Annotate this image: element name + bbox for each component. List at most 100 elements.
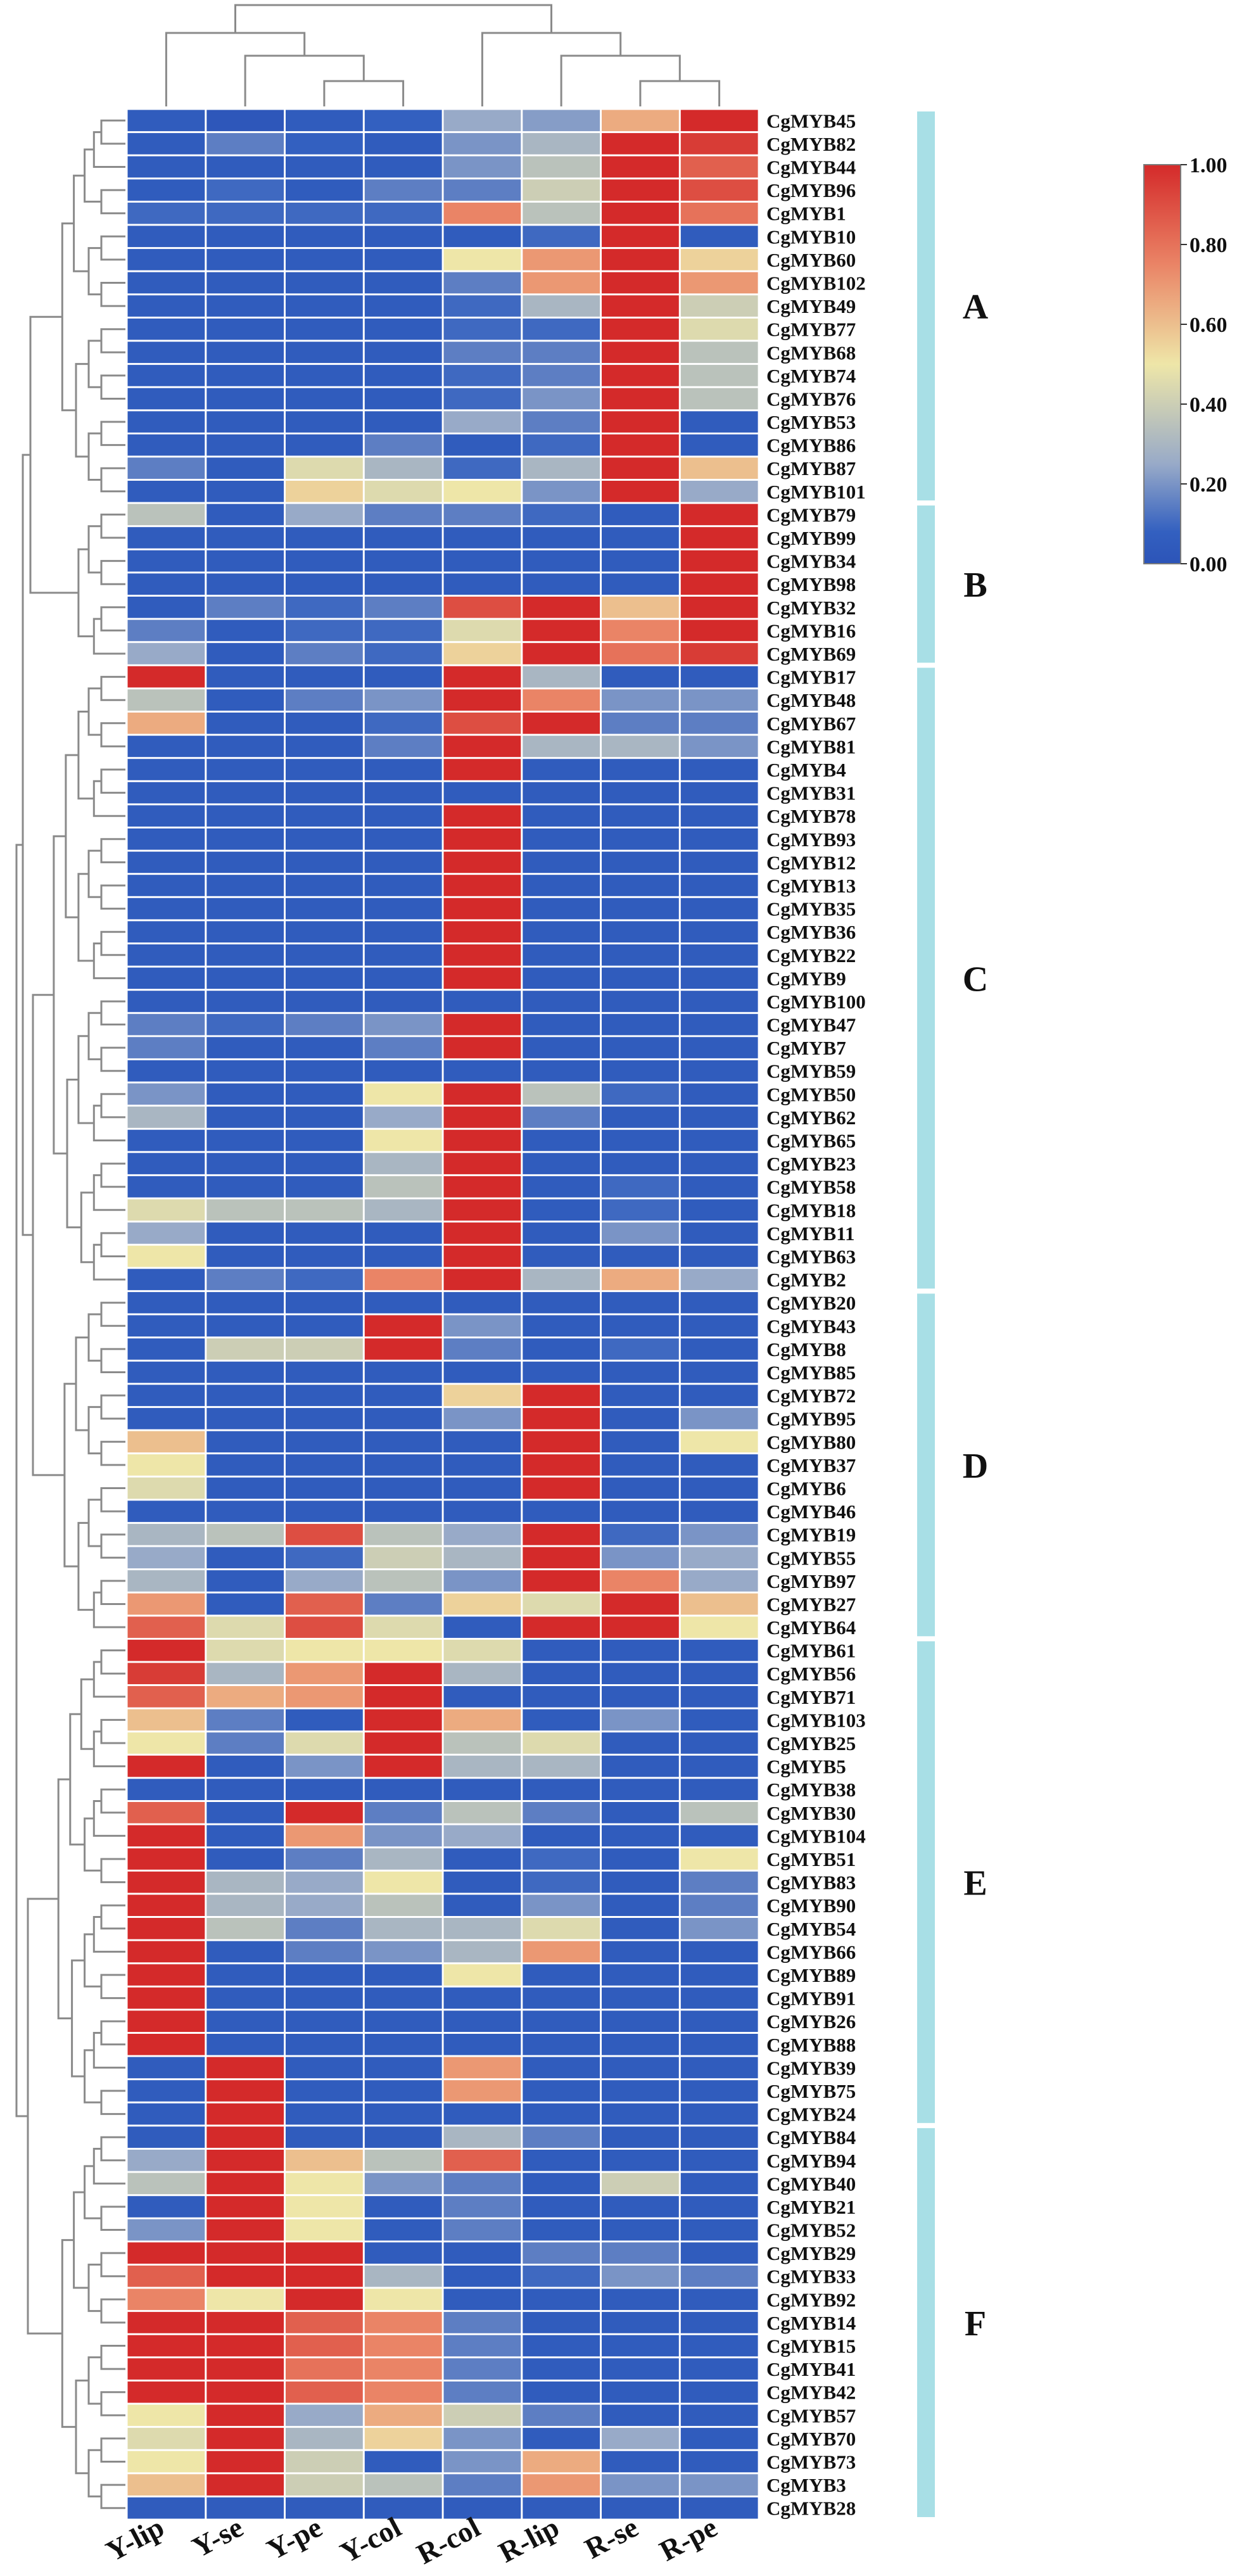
- heatmap-cell: [680, 1639, 758, 1661]
- heatmap-cell: [206, 388, 284, 410]
- heatmap-cell: [602, 643, 679, 664]
- heatmap-cell: [680, 1616, 758, 1638]
- heatmap-cell: [680, 1083, 758, 1105]
- heatmap-cell: [206, 2358, 284, 2380]
- heatmap-cell: [206, 1894, 284, 1916]
- heatmap-cell: [443, 2265, 521, 2287]
- heatmap-cell: [286, 2010, 363, 2032]
- heatmap-cell: [443, 2150, 521, 2171]
- heatmap-cell: [127, 1361, 205, 1383]
- heatmap-cell: [602, 2428, 679, 2449]
- heatmap-cell: [127, 2034, 205, 2055]
- heatmap-cell: [127, 1547, 205, 1569]
- row-dendrogram-link: [87, 849, 101, 898]
- heatmap-cell: [443, 295, 521, 317]
- row-dendrogram-link: [80, 1678, 94, 1750]
- heatmap-cell: [602, 921, 679, 942]
- heatmap-cell: [443, 1222, 521, 1244]
- heatmap-cell: [680, 851, 758, 873]
- row-dendrogram-link: [80, 1191, 94, 1264]
- heatmap-cell: [602, 388, 679, 410]
- heatmap-cell: [206, 225, 284, 248]
- heatmap-cell: [602, 318, 679, 340]
- heatmap-cell: [206, 1269, 284, 1290]
- heatmap-cell: [602, 2196, 679, 2218]
- heatmap-cell: [127, 1338, 205, 1360]
- heatmap-cell: [206, 619, 284, 642]
- heatmap-cell: [206, 504, 284, 526]
- gene-label: CgMYB101: [766, 481, 866, 503]
- heatmap-cell: [680, 898, 758, 920]
- heatmap-cell: [602, 481, 679, 502]
- heatmap-cell: [286, 1686, 363, 1708]
- heatmap-cell: [680, 388, 758, 410]
- gene-label: CgMYB92: [766, 2288, 856, 2311]
- heatmap-cell: [523, 1269, 600, 1290]
- heatmap-cell: [127, 2358, 205, 2380]
- heatmap-cell: [286, 1129, 363, 1152]
- gene-label: CgMYB49: [766, 295, 856, 317]
- heatmap-cell: [443, 249, 521, 270]
- heatmap-cell: [127, 2451, 205, 2473]
- row-dendrogram-link: [92, 1174, 125, 1211]
- heatmap-cell: [443, 1291, 521, 1314]
- heatmap-cell: [206, 643, 284, 664]
- row-dendrogram-link: [100, 1788, 125, 1814]
- heatmap-cell: [127, 1523, 205, 1545]
- heatmap-cell: [364, 2103, 442, 2125]
- row-dendrogram-link: [100, 930, 125, 956]
- gene-label: CgMYB68: [766, 341, 856, 364]
- heatmap-cell: [443, 1918, 521, 1939]
- row-dendrogram-link: [75, 1336, 89, 1431]
- gene-label: CgMYB13: [766, 875, 856, 897]
- heatmap-cell: [443, 1593, 521, 1615]
- heatmap-cell: [602, 1037, 679, 1058]
- heatmap-cell: [286, 1709, 363, 1731]
- cluster-label: A: [963, 288, 989, 327]
- heatmap-cell: [364, 1060, 442, 1082]
- heatmap-cell: [443, 388, 521, 410]
- heatmap-cell: [680, 1593, 758, 1615]
- gene-label: CgMYB16: [766, 619, 856, 642]
- row-dendrogram-link: [100, 282, 125, 307]
- heatmap-cell: [286, 225, 363, 248]
- column-dendrogram-link: [639, 80, 721, 106]
- row-dendrogram-link: [100, 2136, 125, 2162]
- cluster-label: B: [963, 566, 987, 605]
- heatmap-cell: [523, 341, 600, 364]
- heatmap-cell: [206, 759, 284, 780]
- heatmap-cell: [680, 1477, 758, 1499]
- gene-label: CgMYB15: [766, 2335, 856, 2357]
- heatmap-cell: [206, 1663, 284, 1684]
- heatmap-cell: [680, 666, 758, 688]
- heatmap-cell: [286, 828, 363, 850]
- heatmap-cell: [127, 202, 205, 224]
- heatmap-cell: [364, 318, 442, 340]
- gene-label: CgMYB31: [766, 782, 856, 804]
- row-dendrogram-link: [100, 1046, 125, 1072]
- heatmap-cell: [364, 1199, 442, 1221]
- heatmap-cell: [523, 1431, 600, 1453]
- heatmap-cell: [127, 1709, 205, 1731]
- heatmap-cell: [364, 1222, 442, 1244]
- cluster-bar: [917, 2128, 935, 2517]
- heatmap-cell: [602, 713, 679, 734]
- heatmap-cell: [602, 1222, 679, 1244]
- heatmap-cell: [286, 1153, 363, 1174]
- heatmap-cell: [443, 1315, 521, 1337]
- heatmap-cell: [127, 666, 205, 688]
- heatmap-cell: [602, 1407, 679, 1430]
- heatmap-cell: [602, 550, 679, 572]
- heatmap-cell: [364, 1523, 442, 1545]
- heatmap-cell: [127, 1083, 205, 1105]
- heatmap-cell: [127, 1037, 205, 1058]
- heatmap-cell: [286, 619, 363, 642]
- heatmap-cell: [680, 1570, 758, 1592]
- heatmap-cell: [364, 1894, 442, 1916]
- heatmap-cell: [364, 2034, 442, 2055]
- heatmap-cell: [286, 1315, 363, 1337]
- heatmap-cell: [364, 1315, 442, 1337]
- gene-label: CgMYB12: [766, 851, 856, 873]
- heatmap-cell: [127, 1199, 205, 1221]
- heatmap-cell: [127, 1871, 205, 1893]
